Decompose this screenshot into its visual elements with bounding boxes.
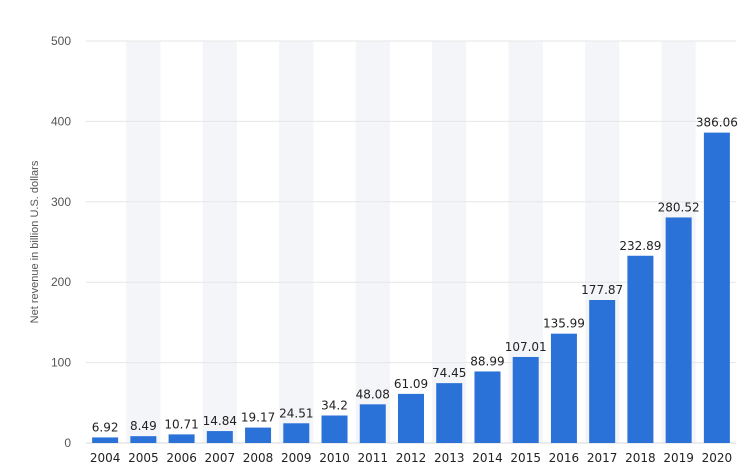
x-tick-label: 2017 [587,451,618,465]
x-tick-label: 2019 [663,451,694,465]
bar [436,383,463,443]
bar [130,436,157,443]
x-tick-label: 2005 [128,451,159,465]
x-tick-label: 2006 [166,451,197,465]
bar [92,437,119,443]
data-label: 177.87 [581,283,623,297]
data-label: 14.84 [203,414,237,428]
x-tick-label: 2014 [472,451,503,465]
bar [321,415,348,443]
data-label: 19.17 [241,411,275,425]
bar [206,431,233,443]
data-label: 280.52 [658,200,700,214]
x-tick-label: 2008 [243,451,274,465]
data-label: 88.99 [470,354,504,368]
bar [703,132,730,443]
x-tick-label: 2012 [396,451,427,465]
background-band [432,41,467,443]
x-tick-label: 2010 [319,451,350,465]
bar [245,427,272,443]
x-tick-label: 2009 [281,451,312,465]
x-tick-label: 2013 [434,451,465,465]
background-band [355,41,390,443]
y-tick-label: 100 [51,356,71,370]
x-tick-label: 2020 [702,451,733,465]
bar [627,255,654,443]
bar [398,393,424,443]
bar [168,434,195,443]
y-tick-label: 200 [51,275,71,289]
background-band [202,41,237,443]
y-axis-label: Net revenue in billion U.S. dollars [29,160,41,323]
bar [589,299,616,443]
bar [665,217,692,443]
background-band [279,41,314,443]
x-tick-label: 2011 [357,451,388,465]
data-label: 8.49 [130,419,157,433]
data-label: 61.09 [394,377,428,391]
x-tick-label: 2018 [625,451,656,465]
data-label: 34.2 [321,399,348,413]
data-label: 24.51 [279,406,313,420]
bar [283,423,310,443]
data-label: 232.89 [619,239,661,253]
bar [512,356,539,443]
data-label: 107.01 [505,340,547,354]
data-label: 386.06 [696,116,738,130]
bar [550,333,577,443]
data-labels: 6.92 8.49 10.71 14.84 19.17 24.51 34.2 48.08 61.… [92,116,738,435]
y-axis-ticks: 0 100 200 300 400 500 [51,34,71,450]
bar [474,371,501,443]
x-tick-label: 2016 [549,451,580,465]
x-tick-label: 2007 [205,451,236,465]
y-tick-label: 0 [64,436,71,450]
data-label: 6.92 [92,420,119,434]
background-band [126,41,161,443]
data-label: 48.08 [356,387,390,401]
bars [92,132,730,443]
y-tick-label: 300 [51,195,71,209]
bar [359,404,386,443]
data-label: 74.45 [432,366,466,380]
x-tick-label: 2015 [510,451,541,465]
data-label: 135.99 [543,317,585,331]
data-label: 10.71 [164,417,198,431]
y-tick-label: 400 [51,114,71,128]
x-axis-ticks: 2004 2005 2006 2007 2008 2009 2010 2011 2012 2013… [90,451,732,465]
y-tick-label: 500 [51,34,71,48]
x-tick-label: 2004 [90,451,121,465]
